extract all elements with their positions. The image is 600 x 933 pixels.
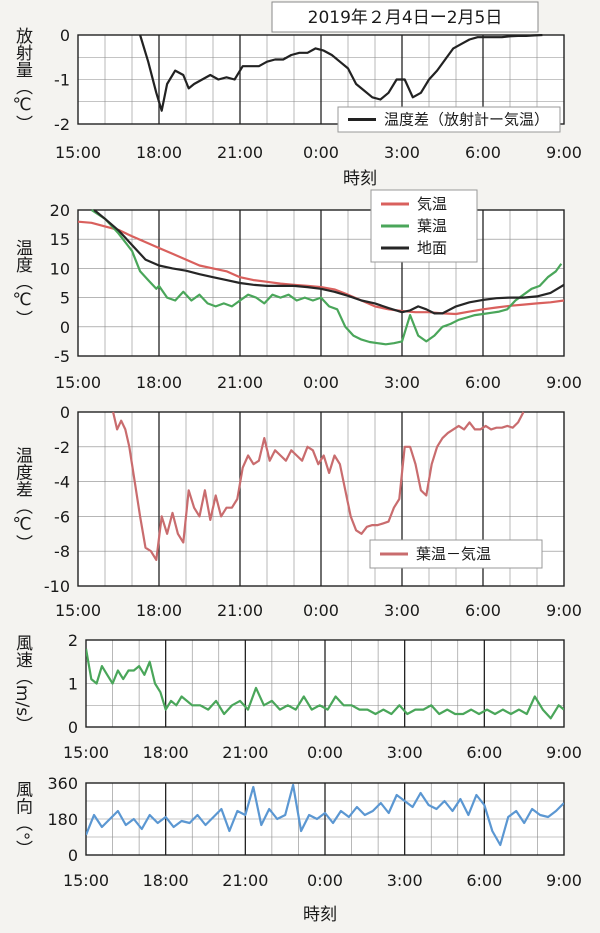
x-tick-label: 18:00 xyxy=(143,743,189,762)
grid xyxy=(86,783,564,855)
legend: 葉温－気温 xyxy=(369,539,543,569)
y-tick-label: 0 xyxy=(68,718,78,737)
x-tick-label: 21:00 xyxy=(217,373,263,392)
x-tick-label: 15:00 xyxy=(55,373,101,392)
y-tick-label: -2 xyxy=(54,115,70,134)
y-axis-title: 温度差（℃） xyxy=(12,446,33,551)
x-tick-label: 3:00 xyxy=(384,143,420,162)
x-tick-label: 21:00 xyxy=(217,601,263,620)
y-tick-label: -8 xyxy=(54,542,70,561)
x-tick-label: 0:00 xyxy=(303,143,339,162)
x-tick-label: 21:00 xyxy=(222,743,268,762)
panel-temperature: 20 15 10 5 0 -5 15:00 18:00 21:00 0:00 3:00 6:00 9:0… xyxy=(12,189,582,392)
y-tick-label: 180 xyxy=(47,810,78,829)
series-line-温度差（放射計ー気温） xyxy=(139,34,543,112)
x-tick-label: 18:00 xyxy=(136,601,182,620)
x-tick-label: 18:00 xyxy=(143,871,189,890)
legend-label: 地面 xyxy=(417,239,447,257)
plot-frame xyxy=(77,34,565,125)
legend: 温度差（放射計ー気温） xyxy=(337,106,561,133)
x-tick-label: 3:00 xyxy=(384,601,420,620)
y-tick-label: 1 xyxy=(68,675,78,694)
panel-wind-direction: 360 180 0 15:00 18:00 21:00 0:00 3:00 6:00 9:00 風向… xyxy=(12,774,582,890)
x-tick-label: 6:00 xyxy=(465,143,501,162)
x-tick-label: 3:00 xyxy=(387,871,423,890)
x-tick-label: 9:00 xyxy=(546,373,582,392)
panel-temp-diff: 0 -2 -4 -6 -8 -10 15:00 18:00 21:00 0:00 3:00 6:00 9… xyxy=(12,403,582,620)
x-tick-label: 15:00 xyxy=(63,871,109,890)
series-line-地面 xyxy=(93,209,564,315)
series-line-葉温 xyxy=(90,209,563,346)
y-tick-label: -1 xyxy=(54,71,70,90)
y-tick-label: 2 xyxy=(68,631,78,650)
plot-frame xyxy=(77,209,565,357)
legend-label: 温度差（放射計ー気温） xyxy=(384,111,549,129)
x-tick-label: 6:00 xyxy=(466,743,502,762)
x-tick-label: 15:00 xyxy=(55,143,101,162)
y-tick-label: 15 xyxy=(50,230,70,249)
panel-wind-speed: 2 1 0 15:00 18:00 21:00 0:00 3:00 6:00 9:00 風速（m/s… xyxy=(12,631,582,762)
x-tick-label: 0:00 xyxy=(303,373,339,392)
title-box xyxy=(271,1,539,33)
y-axis-title: 温度（℃） xyxy=(12,239,33,327)
y-tick-label: -5 xyxy=(54,347,70,366)
series-line-葉温－気温 xyxy=(112,411,525,562)
x-tick-label: 21:00 xyxy=(217,143,263,162)
x-tick-label: 9:00 xyxy=(546,601,582,620)
plot-frame xyxy=(85,782,565,856)
series-line-wind_dir xyxy=(86,783,564,847)
y-tick-label: -4 xyxy=(54,473,70,492)
y-axis-title: 風速（m/s） xyxy=(12,634,33,733)
grid xyxy=(78,35,564,124)
page-title: 2019年２月4日ー2月5日 xyxy=(308,8,503,28)
legend-label: 葉温 xyxy=(417,217,447,235)
x-tick-label: 0:00 xyxy=(307,871,343,890)
y-tick-label: 0 xyxy=(60,26,70,45)
legend-label: 葉温－気温 xyxy=(416,545,491,563)
y-tick-label: -2 xyxy=(54,438,70,457)
x-axis-title-bottom: 時刻 xyxy=(303,905,337,925)
y-tick-label: 10 xyxy=(50,259,70,278)
x-tick-label: 15:00 xyxy=(63,743,109,762)
y-axis-title: 風向（°） xyxy=(12,781,33,858)
x-tick-label: 6:00 xyxy=(465,601,501,620)
x-axis-title-top: 時刻 xyxy=(343,169,377,189)
x-tick-label: 6:00 xyxy=(465,373,501,392)
x-tick-label: 3:00 xyxy=(387,743,423,762)
legend-label: 気温 xyxy=(417,195,447,213)
plot-frame xyxy=(85,639,565,728)
x-tick-label: 18:00 xyxy=(136,143,182,162)
y-tick-label: 360 xyxy=(47,774,78,793)
y-tick-label: 0 xyxy=(60,403,70,422)
y-tick-label: 5 xyxy=(60,289,70,308)
y-tick-label: 0 xyxy=(60,318,70,337)
x-tick-label: 0:00 xyxy=(307,743,343,762)
x-tick-label: 9:00 xyxy=(546,143,582,162)
x-tick-label: 9:00 xyxy=(546,743,582,762)
x-tick-label: 3:00 xyxy=(384,373,420,392)
legend-box xyxy=(337,106,561,133)
x-tick-label: 15:00 xyxy=(55,601,101,620)
panel-radiation: 0 -1 -2 15:00 18:00 21:00 0:00 3:00 6:00 9:00 放射量（… xyxy=(12,26,582,162)
y-tick-label: 20 xyxy=(50,201,70,220)
y-tick-label: -10 xyxy=(44,577,70,596)
plot-frame xyxy=(77,411,565,587)
series-line-wind_speed xyxy=(86,648,564,720)
x-tick-label: 18:00 xyxy=(136,373,182,392)
x-tick-label: 0:00 xyxy=(303,601,339,620)
grid xyxy=(86,640,564,727)
y-axis-title: 放射量（℃） xyxy=(12,27,33,132)
y-tick-label: 0 xyxy=(68,846,78,865)
y-tick-label: -6 xyxy=(54,507,70,526)
x-tick-label: 9:00 xyxy=(546,871,582,890)
grid xyxy=(78,210,564,356)
x-tick-label: 6:00 xyxy=(466,871,502,890)
x-tick-label: 21:00 xyxy=(222,871,268,890)
series-line-気温 xyxy=(78,220,564,316)
